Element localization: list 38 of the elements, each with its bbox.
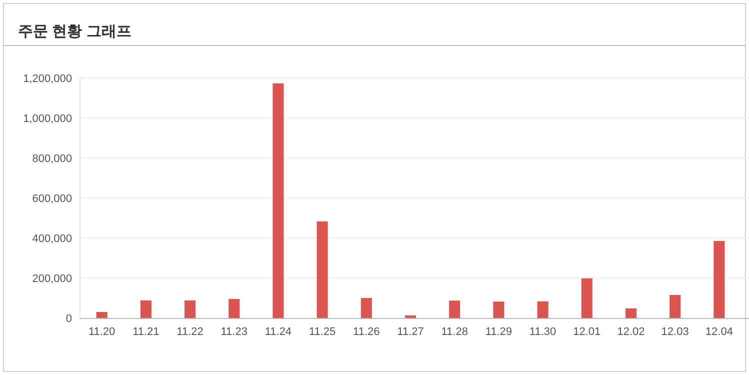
bar: [493, 302, 504, 318]
x-tick-label: 12.03: [661, 326, 689, 338]
bar: [228, 299, 240, 318]
bar: [537, 301, 548, 318]
y-tick-label: 200,000: [32, 272, 72, 285]
x-tick-label: 11.30: [529, 326, 556, 338]
x-tick-label: 11.23: [220, 326, 248, 338]
bar: [625, 308, 636, 318]
x-tick-label: 11.27: [397, 326, 424, 338]
bar: [404, 315, 416, 318]
y-tick-label: 1,200,000: [23, 72, 72, 85]
bar: [714, 241, 725, 318]
y-tick-label: 800,000: [32, 152, 72, 165]
x-tick-label: 12.01: [573, 326, 601, 338]
bar: [184, 300, 196, 318]
x-tick-label: 11.29: [485, 326, 512, 338]
x-tick-label: 11.28: [441, 326, 468, 338]
bar: [140, 300, 152, 318]
y-tick-label: 600,000: [32, 192, 72, 205]
x-tick-label: 11.20: [88, 326, 116, 338]
bar: [449, 300, 460, 318]
x-tick-label: 12.02: [617, 326, 645, 338]
x-tick-label: 11.25: [308, 326, 336, 338]
y-tick-label: 0: [66, 312, 72, 325]
chart-title: 주문 현황 그래프: [18, 23, 132, 40]
x-tick-label: 11.21: [132, 326, 160, 338]
x-tick-label: 12.04: [705, 326, 733, 338]
x-tick-label: 11.26: [353, 326, 380, 338]
bar: [96, 312, 108, 318]
bar: [581, 278, 592, 318]
bar: [360, 298, 372, 318]
x-tick-label: 11.24: [264, 326, 292, 338]
bar: [316, 221, 328, 318]
bar: [272, 83, 284, 318]
y-tick-label: 1,000,000: [23, 112, 72, 125]
bar: [670, 295, 681, 318]
x-tick-label: 11.22: [176, 326, 204, 338]
y-tick-label: 400,000: [32, 232, 72, 245]
